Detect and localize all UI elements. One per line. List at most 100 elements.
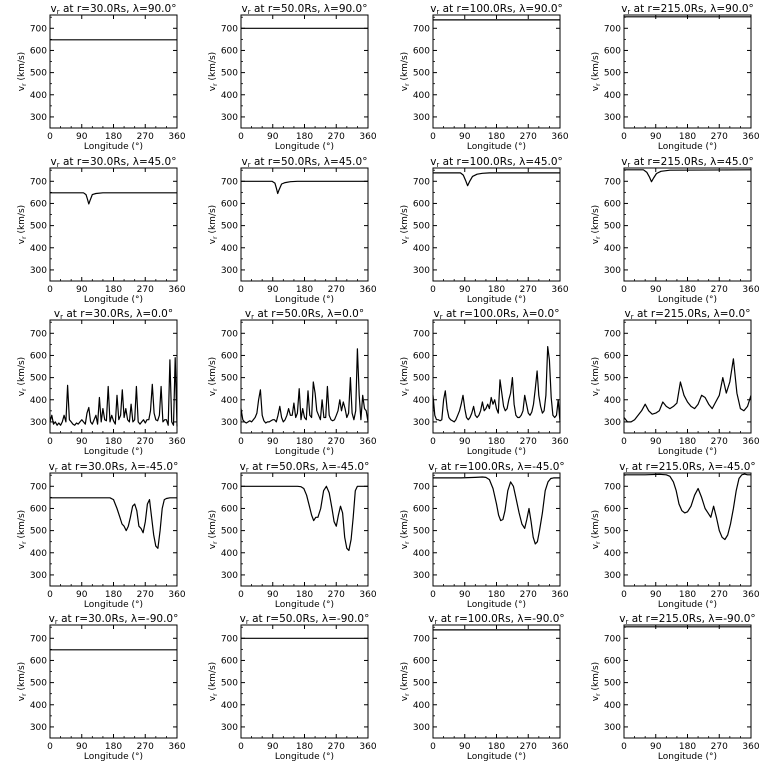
- y-tick-label: 300: [604, 571, 621, 581]
- y-tick-label: 400: [413, 396, 430, 406]
- y-tick-label: 700: [221, 177, 238, 187]
- plot-frame: [240, 167, 369, 282]
- y-tick-label: 500: [30, 222, 47, 232]
- y-axis-label: vr (km/s): [591, 52, 602, 91]
- x-tick-label: 270: [328, 590, 345, 600]
- y-axis-label: vr (km/s): [400, 52, 411, 91]
- y-tick-label: 700: [413, 24, 430, 34]
- x-tick-label: 90: [650, 437, 662, 447]
- x-tick-label: 0: [430, 132, 436, 142]
- x-tick-label: 270: [137, 132, 154, 142]
- plot-frame: [432, 624, 561, 739]
- panel: vr at r=30.0Rs, λ=90.0° 0 90 180 270 360 300 40…: [17, 3, 186, 152]
- plot-frame: [623, 319, 752, 434]
- series-line: [623, 358, 752, 423]
- x-tick-label: 180: [105, 742, 122, 752]
- y-tick-label: 600: [30, 504, 47, 514]
- y-tick-label: 700: [413, 329, 430, 339]
- panel: vr at r=100.0Rs, λ=-45.0° 0 90 180 270 360 300…: [400, 461, 569, 610]
- panel: vr at r=215.0Rs, λ=-45.0° 0 90 180 270 360 300…: [591, 461, 760, 610]
- y-tick-label: 600: [221, 351, 238, 361]
- panel: vr at r=215.0Rs, λ=90.0° 0 90 180 270 360 300 4…: [591, 3, 760, 152]
- panel: vr at r=50.0Rs, λ=-45.0° 0 90 180 270 360 300 4…: [208, 461, 377, 610]
- y-tick-label: 300: [413, 723, 430, 733]
- x-tick-label: 0: [238, 437, 244, 447]
- x-axis-label: Longitude (°): [84, 600, 143, 610]
- y-tick-label: 300: [604, 266, 621, 276]
- y-tick-label: 400: [604, 244, 621, 254]
- panel-title: vr at r=50.0Rs, λ=-45.0°: [240, 461, 370, 474]
- plot-frame: [623, 624, 752, 739]
- x-tick-label: 90: [267, 742, 279, 752]
- panel: vr at r=215.0Rs, λ=-90.0° 0 90 180 270 360 300…: [591, 613, 760, 762]
- panel-title: vr at r=100.0Rs, λ=90.0°: [430, 3, 563, 16]
- x-tick-label: 180: [105, 285, 122, 295]
- y-tick-label: 300: [221, 113, 238, 123]
- y-tick-label: 300: [30, 723, 47, 733]
- y-tick-label: 600: [413, 199, 430, 209]
- x-tick-label: 180: [296, 742, 313, 752]
- x-tick-label: 270: [137, 285, 154, 295]
- panel: vr at r=100.0Rs, λ=90.0° 0 90 180 270 360 300 4…: [400, 3, 569, 152]
- x-tick-label: 360: [742, 590, 759, 600]
- y-tick-label: 600: [604, 504, 621, 514]
- y-tick-label: 600: [221, 199, 238, 209]
- x-tick-label: 90: [650, 132, 662, 142]
- y-tick-label: 700: [604, 24, 621, 34]
- x-tick-label: 270: [711, 742, 728, 752]
- y-axis-label: vr (km/s): [591, 205, 602, 244]
- x-tick-label: 360: [359, 437, 376, 447]
- y-tick-label: 500: [604, 222, 621, 232]
- x-tick-label: 270: [520, 437, 537, 447]
- x-tick-label: 180: [105, 590, 122, 600]
- panel: vr at r=100.0Rs, λ=-90.0° 0 90 180 270 360 300…: [400, 613, 569, 762]
- series-line: [241, 485, 368, 552]
- y-tick-label: 400: [604, 396, 621, 406]
- y-tick-label: 400: [604, 91, 621, 101]
- x-tick-label: 360: [359, 590, 376, 600]
- x-tick-label: 270: [137, 590, 154, 600]
- x-tick-label: 180: [679, 742, 696, 752]
- x-tick-label: 360: [742, 285, 759, 295]
- x-tick-label: 270: [137, 742, 154, 752]
- x-tick-label: 90: [76, 590, 88, 600]
- x-tick-label: 180: [679, 437, 696, 447]
- y-tick-label: 400: [30, 701, 47, 711]
- y-tick-label: 600: [30, 199, 47, 209]
- x-axis-label: Longitude (°): [84, 142, 143, 152]
- x-tick-label: 180: [105, 437, 122, 447]
- x-axis-label: Longitude (°): [467, 600, 526, 610]
- panel-title: vr at r=100.0Rs, λ=45.0°: [430, 156, 563, 169]
- x-tick-label: 90: [650, 590, 662, 600]
- y-tick-label: 300: [604, 723, 621, 733]
- x-tick-label: 360: [359, 285, 376, 295]
- x-tick-label: 180: [488, 285, 505, 295]
- plot-frame: [432, 319, 561, 434]
- x-axis-label: Longitude (°): [658, 752, 717, 762]
- y-tick-label: 400: [413, 91, 430, 101]
- x-tick-label: 360: [168, 742, 185, 752]
- y-tick-label: 700: [604, 634, 621, 644]
- y-tick-label: 400: [30, 549, 47, 559]
- x-tick-label: 90: [459, 437, 471, 447]
- panel-title: vr at r=30.0Rs, λ=90.0°: [51, 3, 177, 16]
- y-tick-label: 700: [413, 634, 430, 644]
- y-tick-label: 500: [30, 69, 47, 79]
- y-tick-label: 300: [221, 571, 238, 581]
- x-tick-label: 360: [551, 285, 568, 295]
- y-tick-label: 700: [30, 24, 47, 34]
- y-axis-label: vr (km/s): [400, 662, 411, 701]
- x-tick-label: 180: [488, 590, 505, 600]
- y-tick-label: 500: [413, 679, 430, 689]
- x-tick-label: 270: [328, 285, 345, 295]
- x-tick-label: 270: [520, 285, 537, 295]
- y-axis-label: vr (km/s): [400, 357, 411, 396]
- y-tick-label: 700: [604, 329, 621, 339]
- x-axis-label: Longitude (°): [84, 295, 143, 305]
- y-tick-label: 700: [604, 482, 621, 492]
- panel: vr at r=30.0Rs, λ=-45.0° 0 90 180 270 360 300 4…: [17, 461, 186, 610]
- y-tick-label: 500: [221, 222, 238, 232]
- y-tick-label: 400: [30, 396, 47, 406]
- plot-frame: [623, 167, 752, 282]
- x-tick-label: 90: [459, 742, 471, 752]
